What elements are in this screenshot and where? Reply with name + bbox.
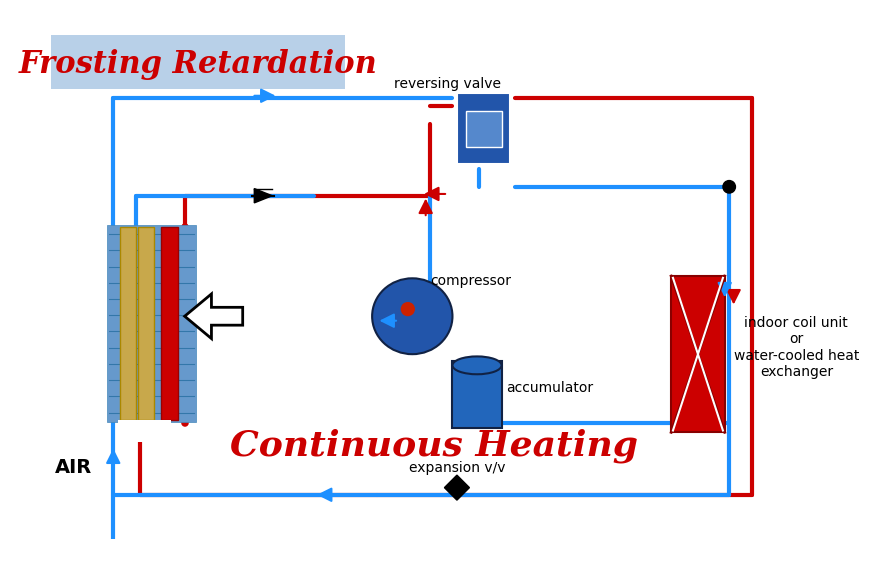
Bar <box>453 361 501 428</box>
Text: accumulator: accumulator <box>506 381 594 394</box>
Bar <box>117 420 171 442</box>
Text: indoor coil unit
or
water-cooled heat
exchanger: indoor coil unit or water-cooled heat ex… <box>733 316 859 379</box>
Polygon shape <box>255 189 272 203</box>
Bar <box>466 111 501 146</box>
Text: reversing valve: reversing valve <box>395 77 501 91</box>
Text: expansion v/v: expansion v/v <box>408 461 505 475</box>
Bar <box>671 276 725 432</box>
Text: AIR: AIR <box>56 458 92 478</box>
Polygon shape <box>185 294 242 339</box>
Text: Frosting Retardation: Frosting Retardation <box>18 49 377 80</box>
Bar <box>161 227 178 420</box>
Bar <box>107 225 196 422</box>
Bar <box>457 93 510 165</box>
Ellipse shape <box>372 278 453 354</box>
Bar <box>121 227 136 420</box>
Bar <box>50 35 345 88</box>
Circle shape <box>723 181 735 193</box>
Text: Continuous Heating: Continuous Heating <box>229 429 638 463</box>
Ellipse shape <box>453 356 501 374</box>
Circle shape <box>401 302 415 316</box>
Polygon shape <box>444 475 469 500</box>
Text: compressor: compressor <box>430 274 511 287</box>
Bar <box>138 227 155 420</box>
